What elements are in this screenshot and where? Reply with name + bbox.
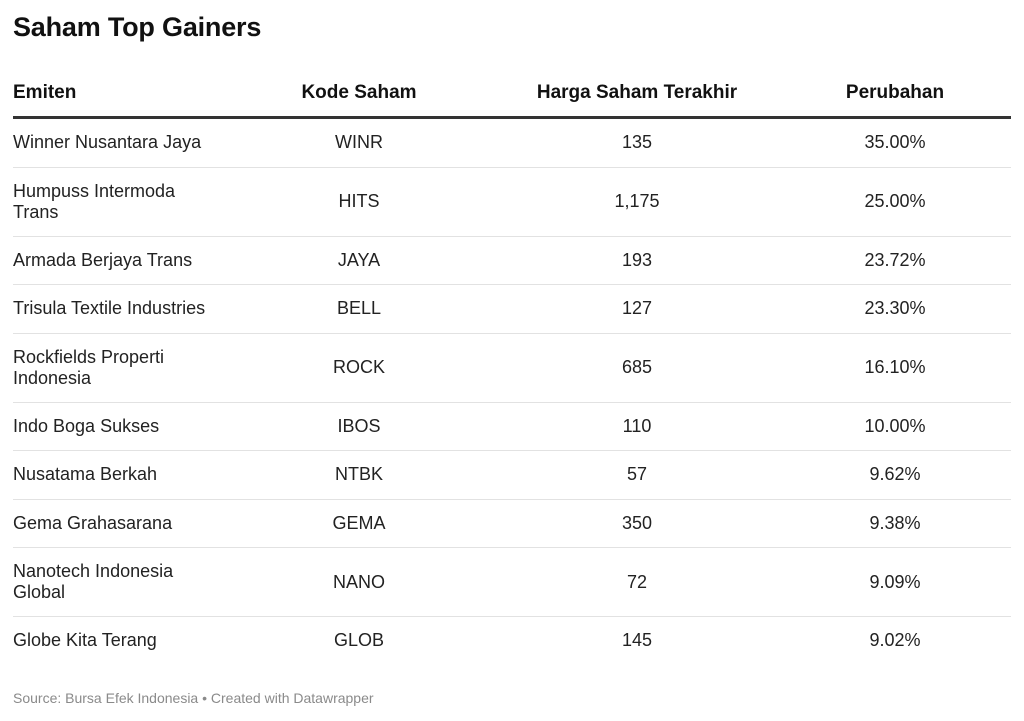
header-emiten[interactable]: Emiten xyxy=(13,70,223,119)
table-row: Globe Kita Terang GLOB 145 9.02% xyxy=(13,617,1011,665)
cell-emiten: Gema Grahasarana xyxy=(13,499,223,548)
table-body: Winner Nusantara Jaya WINR 135 35.00% Humpus… xyxy=(13,117,1011,665)
cell-emiten: Winner Nusantara Jaya xyxy=(13,117,223,168)
cell-kode-saham: JAYA xyxy=(223,236,495,285)
top-gainers-table: Emiten Kode Saham Harga Saham Terakhir P… xyxy=(13,70,1011,665)
table-row: Armada Berjaya Trans JAYA 193 23.72% xyxy=(13,236,1011,285)
cell-perubahan: 35.00% xyxy=(779,117,1011,168)
table-row: Gema Grahasarana GEMA 350 9.38% xyxy=(13,499,1011,548)
cell-perubahan: 16.10% xyxy=(779,333,1011,403)
header-perubahan[interactable]: Perubahan xyxy=(779,70,1011,119)
table-row: Nusatama Berkah NTBK 57 9.62% xyxy=(13,450,1011,500)
cell-emiten: Armada Berjaya Trans xyxy=(13,236,223,285)
cell-kode-saham: HITS xyxy=(223,167,495,237)
cell-kode-saham: BELL xyxy=(223,284,495,334)
cell-kode-saham: GLOB xyxy=(333,630,385,651)
table-header: Emiten Kode Saham Harga Saham Terakhir P… xyxy=(13,70,1011,119)
cell-perubahan: 9.02% xyxy=(869,630,921,651)
cell-harga-saham: 193 xyxy=(495,236,779,285)
cell-perubahan: 9.09% xyxy=(779,547,1011,617)
header-kode-saham[interactable]: Kode Saham xyxy=(223,70,495,119)
cell-perubahan: 23.30% xyxy=(779,284,1011,334)
header-row: Emiten Kode Saham Harga Saham Terakhir P… xyxy=(13,70,1011,119)
table-row: Humpuss Intermoda Trans HITS 1,175 25.00% xyxy=(13,167,1011,237)
source-footer: Source: Bursa Efek Indonesia • Created w… xyxy=(13,690,374,706)
cell-harga-saham: 1,175 xyxy=(495,167,779,237)
cell-kode-saham: NANO xyxy=(223,547,495,617)
cell-kode-saham: IBOS xyxy=(223,402,495,451)
cell-harga-saham: 145 xyxy=(621,630,653,651)
cell-perubahan: 9.62% xyxy=(779,450,1011,500)
cell-harga-saham: 685 xyxy=(495,333,779,403)
cell-harga-saham: 135 xyxy=(495,117,779,168)
cell-harga-saham: 127 xyxy=(495,284,779,334)
cell-perubahan: 9.38% xyxy=(779,499,1011,548)
table-row: Trisula Textile Industries BELL 127 23.30% xyxy=(13,284,1011,334)
cell-perubahan: 23.72% xyxy=(779,236,1011,285)
table-row: Nanotech Indonesia Global NANO 72 9.09% xyxy=(13,547,1011,617)
cell-perubahan: 10.00% xyxy=(779,402,1011,451)
cell-harga-saham: 110 xyxy=(495,402,779,451)
cell-harga-saham: 72 xyxy=(495,547,779,617)
cell-emiten: Indo Boga Sukses xyxy=(13,402,223,451)
cell-kode-saham: ROCK xyxy=(223,333,495,403)
cell-emiten: Globe Kita Terang xyxy=(13,630,157,651)
cell-kode-saham: GEMA xyxy=(223,499,495,548)
table-row: Winner Nusantara Jaya WINR 135 35.00% xyxy=(13,117,1011,168)
header-harga-saham[interactable]: Harga Saham Terakhir xyxy=(495,70,779,119)
cell-harga-saham: 57 xyxy=(495,450,779,500)
cell-kode-saham: WINR xyxy=(223,117,495,168)
cell-emiten: Nanotech Indonesia Global xyxy=(13,547,223,617)
cell-emiten: Trisula Textile Industries xyxy=(13,284,223,334)
cell-emiten: Rockfields Properti Indonesia xyxy=(13,333,223,403)
cell-harga-saham: 350 xyxy=(495,499,779,548)
cell-kode-saham: NTBK xyxy=(223,450,495,500)
table-row: Indo Boga Sukses IBOS 110 10.00% xyxy=(13,402,1011,451)
table-row: Rockfields Properti Indonesia ROCK 685 16.1… xyxy=(13,333,1011,403)
cell-emiten: Nusatama Berkah xyxy=(13,450,223,500)
cell-emiten: Humpuss Intermoda Trans xyxy=(13,167,223,237)
chart-title: Saham Top Gainers xyxy=(13,12,262,42)
cell-perubahan: 25.00% xyxy=(779,167,1011,237)
